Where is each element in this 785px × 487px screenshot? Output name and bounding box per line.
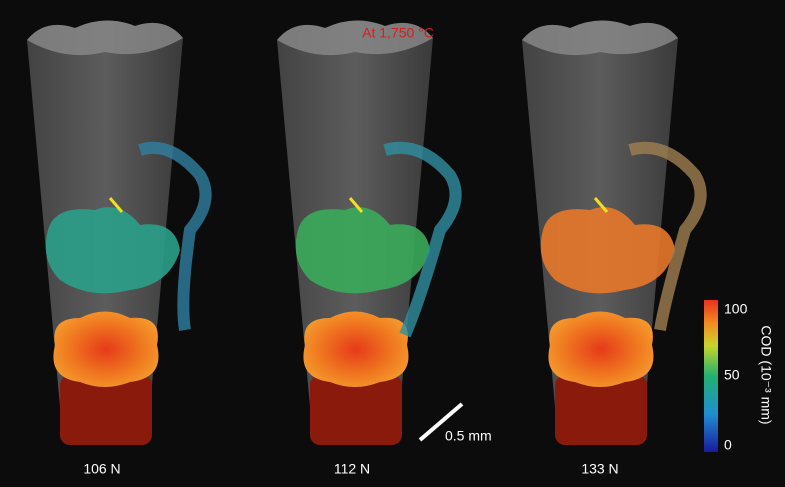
colorbar-tick: 50 xyxy=(724,367,740,383)
scale-bar-label: 0.5 mm xyxy=(445,428,492,444)
colorbar-tick: 0 xyxy=(724,437,732,453)
panel-label: 106 N xyxy=(83,461,120,477)
panel-label: 112 N xyxy=(334,461,370,477)
figure: 0.5 mm At 1,750 °C 106 N 112 N 133 N 100… xyxy=(0,0,785,487)
colorbar-tick: 100 xyxy=(724,301,748,317)
title: At 1,750 °C xyxy=(362,25,434,41)
panel-label: 133 N xyxy=(581,461,618,477)
colorbar-label: COD (10⁻³ mm) xyxy=(758,325,774,424)
colorbar xyxy=(704,300,718,452)
